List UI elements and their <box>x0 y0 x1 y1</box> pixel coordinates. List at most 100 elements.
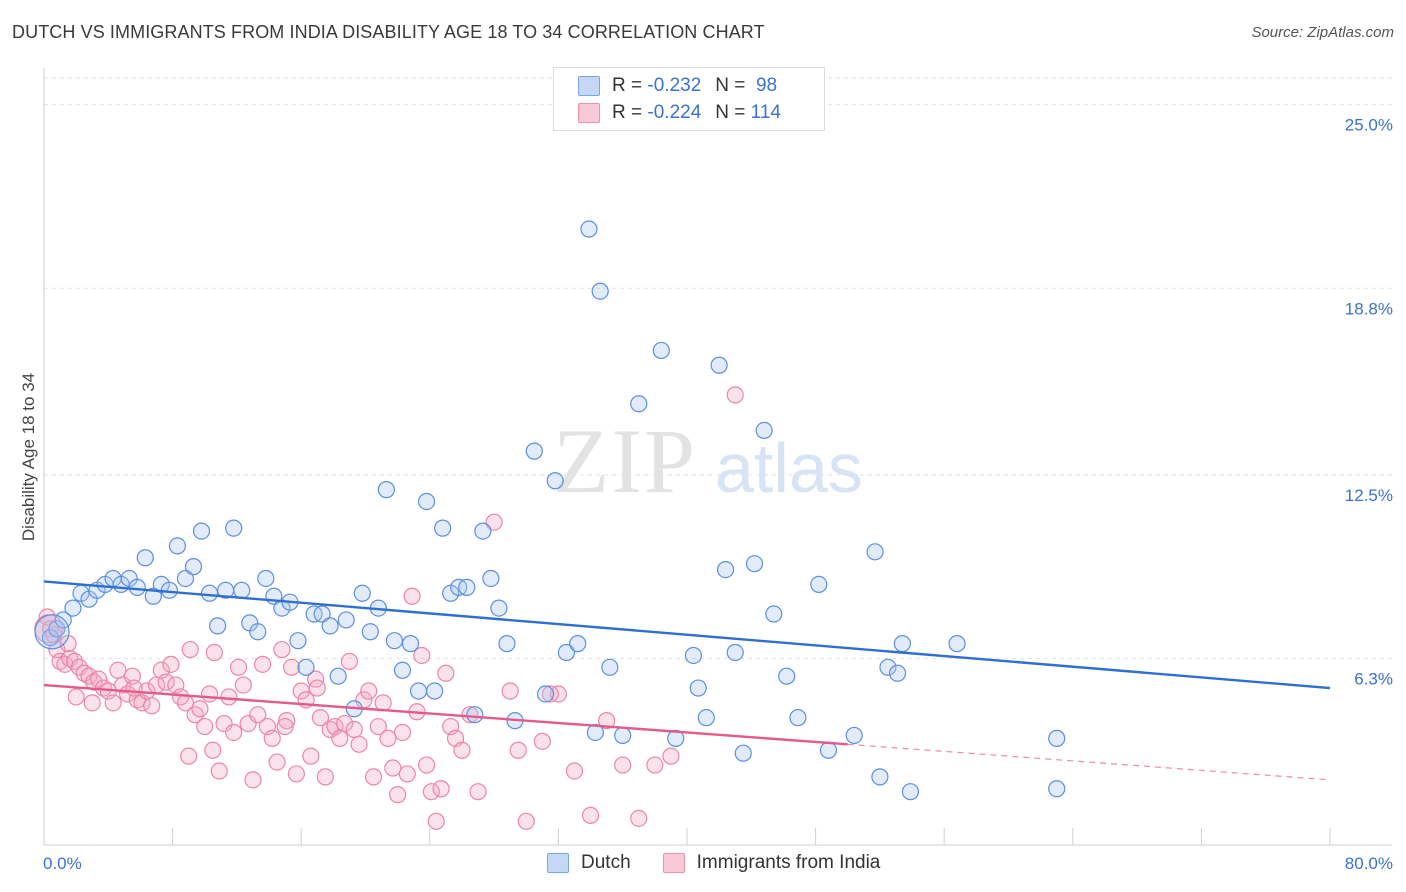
india-point <box>422 783 441 801</box>
dutch-point <box>192 522 211 540</box>
india-point <box>369 717 387 736</box>
india-point <box>541 685 559 703</box>
legend-r-label: R = <box>612 102 643 123</box>
india-point <box>432 780 450 798</box>
india-point <box>533 732 551 750</box>
india-point <box>109 661 127 679</box>
india-trend-extension <box>847 743 1331 781</box>
india-point <box>398 765 416 783</box>
dutch-point <box>845 726 863 745</box>
dutch-point <box>498 635 516 653</box>
india-point <box>598 712 616 730</box>
india-trend-line <box>43 683 848 746</box>
dutch-point <box>168 537 187 555</box>
india-point <box>143 697 161 715</box>
dutch-point <box>536 685 555 703</box>
india-point <box>662 747 680 765</box>
india-point <box>345 720 363 739</box>
dutch-point <box>810 575 828 593</box>
india-swatch <box>662 853 685 873</box>
india-point <box>384 759 402 777</box>
dutch-point <box>249 623 267 641</box>
india-point <box>90 670 108 688</box>
dutch-point <box>716 560 735 579</box>
india-point <box>501 682 519 700</box>
dutch-point <box>1048 780 1066 798</box>
dutch-point <box>734 744 752 762</box>
india-point <box>302 747 320 765</box>
india-point <box>287 765 305 783</box>
india-point <box>331 729 349 747</box>
india-point <box>220 688 238 706</box>
india-point <box>509 741 527 759</box>
india-point <box>364 768 383 786</box>
dutch-point <box>466 706 484 724</box>
india-point <box>157 673 175 691</box>
dutch-point <box>321 617 339 635</box>
india-point <box>181 640 199 659</box>
legend-n-label: N = <box>715 75 746 96</box>
dutch-point <box>434 519 452 537</box>
dutch-point <box>778 667 796 685</box>
dutch-point <box>361 623 379 641</box>
india-point <box>229 658 248 676</box>
india-point <box>225 723 243 742</box>
y-axis-label: Disability Age 18 to 34 <box>19 373 38 541</box>
legend-n-value: 114 <box>750 102 781 123</box>
dutch-point <box>353 584 371 602</box>
india-point <box>263 729 281 747</box>
dutch-point <box>871 768 889 786</box>
dutch-point <box>289 632 307 650</box>
axes <box>43 68 1392 846</box>
india-point <box>360 682 378 700</box>
watermark-zip: ZIP <box>553 410 697 512</box>
dutch-point <box>948 635 966 653</box>
india-point <box>191 700 209 718</box>
dutch-point <box>482 569 500 588</box>
legend-r-value: -0.232 <box>647 75 702 96</box>
india-point <box>413 646 431 665</box>
dutch-point <box>377 481 395 499</box>
dutch-point <box>580 220 598 238</box>
india-point <box>205 643 223 662</box>
dutch-point <box>176 569 195 588</box>
source-label: Source: ZipAtlas.com <box>1251 24 1394 41</box>
dutch-point <box>726 643 744 662</box>
dutch-point <box>745 555 764 573</box>
dutch-point <box>337 611 355 629</box>
india-point <box>249 706 267 724</box>
dutch-point <box>630 395 648 413</box>
india-point <box>268 753 286 771</box>
dutch-point <box>64 599 82 617</box>
dutch-point <box>866 543 884 561</box>
india-point <box>125 679 143 697</box>
india-points <box>34 386 744 830</box>
dutch-point <box>901 783 920 801</box>
india-point <box>316 768 334 786</box>
dutch-point <box>233 581 251 599</box>
dutch-point <box>888 664 907 682</box>
dutch-point <box>426 682 444 700</box>
legend-n-value: 98 <box>755 75 778 96</box>
legend-r-label: R = <box>612 75 643 96</box>
x-tick-label: 80.0% <box>1345 854 1393 873</box>
india-point <box>83 694 101 712</box>
dutch-point <box>225 519 243 537</box>
legend-n-label: N = <box>715 102 746 123</box>
india-point <box>210 762 228 780</box>
y-tick-label: 12.5% <box>1345 486 1393 505</box>
dutch-swatch <box>547 853 569 873</box>
chart-title: DUTCH VS IMMIGRANTS FROM INDIA DISABILIT… <box>12 22 765 42</box>
india-point <box>278 712 296 730</box>
legend-row-india: R = -0.224 N = 114 <box>578 100 781 126</box>
india-point <box>104 694 122 712</box>
dutch-point <box>144 587 162 605</box>
india-point <box>162 655 180 673</box>
india-point <box>311 709 330 727</box>
dutch-cluster-point <box>34 614 70 650</box>
india-point <box>403 587 421 605</box>
dutch-point <box>789 709 807 727</box>
india-point <box>200 685 219 703</box>
india-point <box>646 756 664 774</box>
